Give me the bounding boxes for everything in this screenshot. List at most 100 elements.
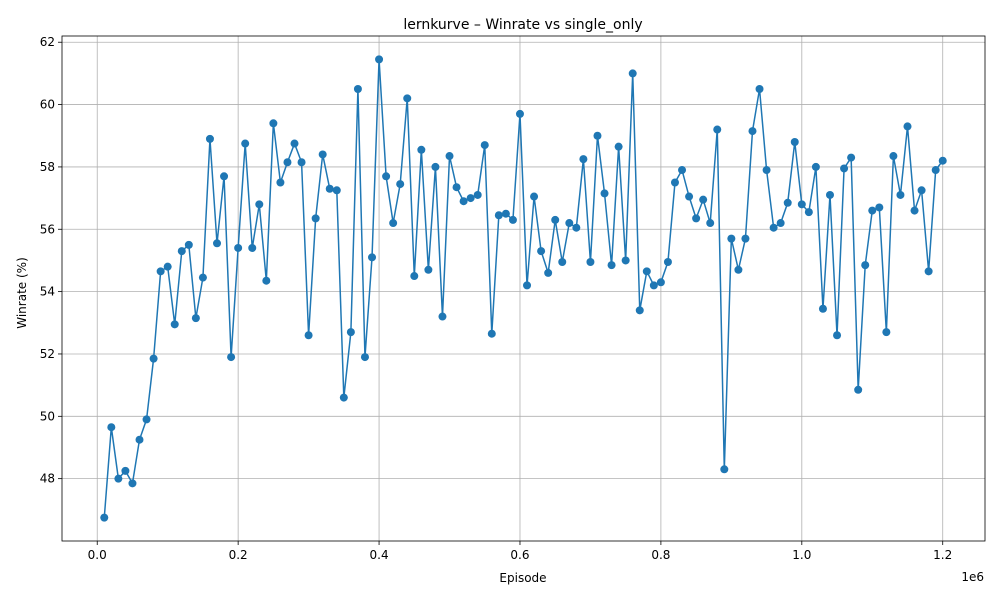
x-axis-offset-label: 1e6: [961, 570, 984, 584]
data-point: [332, 186, 341, 195]
data-point: [903, 122, 912, 131]
data-point: [776, 219, 785, 228]
data-point: [445, 152, 454, 161]
data-point: [480, 141, 489, 150]
data-point: [586, 258, 595, 266]
data-point: [311, 214, 320, 223]
data-point: [720, 465, 729, 474]
data-point: [861, 261, 870, 270]
data-point: [938, 156, 947, 165]
x-tick-label: 1.2: [933, 548, 952, 562]
data-point: [825, 190, 834, 199]
data-point: [403, 94, 412, 103]
data-point: [339, 393, 348, 402]
data-point: [431, 162, 440, 171]
series-line: [103, 59, 944, 518]
data-point: [107, 423, 116, 432]
data-point: [438, 312, 447, 321]
data-point: [607, 261, 616, 270]
data-point: [621, 256, 630, 265]
data-point: [276, 178, 285, 187]
data-point: [797, 200, 806, 209]
data-point: [318, 150, 327, 159]
data-point: [304, 331, 313, 340]
data-point: [551, 215, 560, 224]
y-axis-ticks: 48 50 52 54 56 58 60 62: [40, 35, 62, 486]
data-point: [142, 415, 151, 424]
data-point: [184, 240, 193, 249]
y-tick-label: 62: [40, 35, 55, 49]
data-point: [685, 192, 694, 201]
x-tick-label: 0.6: [510, 548, 529, 562]
data-point: [353, 84, 362, 93]
y-tick-label: 58: [40, 160, 55, 174]
data-point: [170, 320, 179, 329]
data-point: [523, 281, 532, 290]
data-point: [579, 155, 588, 164]
data-point: [917, 186, 926, 195]
chart-title: lernkurve – Winrate vs single_only: [403, 17, 642, 33]
data-point: [614, 142, 623, 151]
data-point: [283, 158, 292, 167]
x-tick-label: 0.0: [88, 548, 107, 562]
data-point: [670, 178, 679, 187]
data-point: [924, 267, 933, 276]
data-point: [649, 281, 658, 290]
data-point: [678, 166, 687, 175]
data-point: [804, 208, 813, 217]
data-point: [100, 513, 109, 522]
data-point: [360, 353, 369, 362]
data-point: [248, 243, 257, 252]
x-tick-label: 1.0: [792, 548, 811, 562]
data-point: [572, 223, 581, 232]
data-point: [600, 189, 609, 198]
data-point: [931, 166, 940, 175]
data-point: [135, 435, 144, 444]
data-point: [163, 262, 172, 271]
data-point: [847, 153, 856, 162]
data-point: [713, 125, 722, 134]
data-point: [699, 195, 708, 204]
data-point: [882, 328, 891, 337]
data-point: [558, 258, 567, 266]
data-point: [452, 183, 461, 192]
data-point: [663, 258, 672, 266]
data-point: [515, 109, 524, 118]
data-point: [466, 194, 475, 203]
data-point: [854, 385, 863, 394]
data-point: [297, 158, 306, 167]
data-point: [656, 278, 665, 287]
x-axis-ticks: 0.0 0.2 0.4 0.6 0.8 1.0 1.2: [88, 541, 952, 562]
data-point: [473, 190, 482, 199]
data-point: [706, 219, 715, 228]
data-point: [833, 331, 842, 340]
y-tick-label: 56: [40, 222, 55, 236]
data-point: [241, 139, 250, 148]
data-point: [269, 119, 278, 128]
data-point: [220, 172, 229, 181]
data-point: [121, 466, 130, 475]
data-point: [692, 214, 701, 223]
data-point: [262, 276, 271, 285]
data-point: [748, 127, 757, 136]
data-point: [544, 268, 553, 277]
data-point: [382, 172, 391, 181]
data-point: [346, 328, 355, 337]
data-point: [508, 215, 517, 224]
data-point: [537, 247, 546, 256]
data-point: [368, 253, 377, 262]
data-point: [593, 131, 602, 140]
data-point: [910, 206, 919, 215]
data-point: [635, 306, 644, 315]
data-point: [290, 139, 299, 148]
data-point: [255, 200, 264, 209]
data-point: [889, 152, 898, 161]
data-point: [840, 164, 849, 173]
data-point: [177, 247, 186, 256]
data-point: [128, 479, 137, 488]
data-point: [417, 145, 426, 154]
data-point: [410, 272, 419, 281]
data-point: [762, 166, 771, 175]
data-point: [628, 69, 637, 78]
